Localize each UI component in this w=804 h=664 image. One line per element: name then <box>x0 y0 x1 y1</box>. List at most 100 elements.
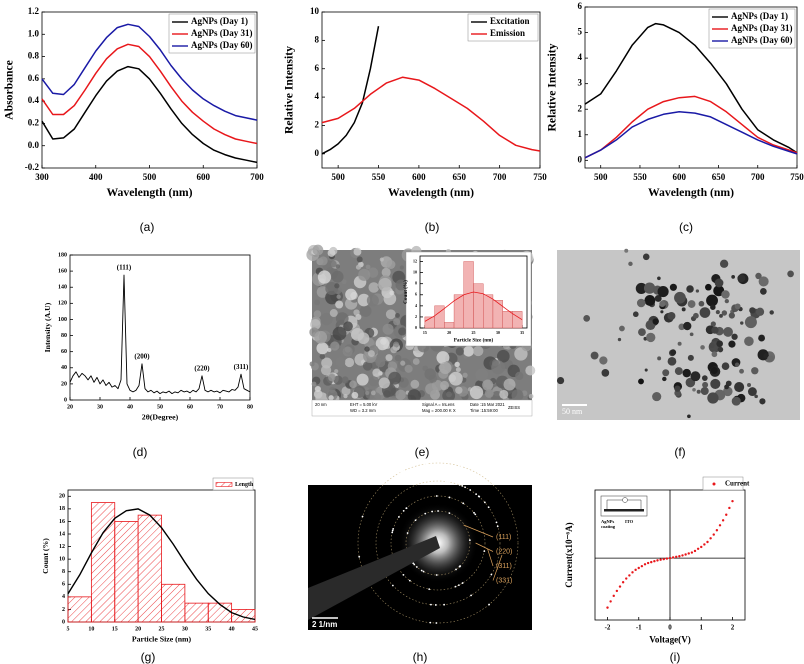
data-point <box>681 554 684 557</box>
x-axis-label: Voltage(V) <box>649 634 691 644</box>
x-tick-label: 30 <box>97 404 103 410</box>
nanoparticle <box>556 376 565 385</box>
legend-label: AgNPs (Day 60) <box>191 40 253 50</box>
grain <box>316 342 329 355</box>
nanoparticle <box>687 414 691 419</box>
diffraction-spot <box>397 516 400 518</box>
y-tick-label: 2 <box>315 120 320 130</box>
nanoparticle <box>705 283 712 291</box>
series-line <box>41 43 258 145</box>
nanoparticle <box>643 282 656 294</box>
data-point <box>696 547 700 551</box>
legend-box <box>702 476 744 491</box>
scale-label: 2 1/nm <box>312 620 337 629</box>
nanoparticle <box>769 310 774 315</box>
nanoparticle <box>759 398 766 405</box>
y-tick-label: 2 <box>578 103 583 113</box>
annotation: (220) <box>194 364 210 372</box>
nanoparticle <box>646 332 656 343</box>
ring-label: (111) <box>496 534 511 541</box>
grain <box>385 354 393 362</box>
nanoparticle <box>689 332 694 337</box>
x-axis-label: Wavelength (nm) <box>648 186 734 199</box>
grain <box>395 279 407 291</box>
nanoparticle <box>760 288 767 295</box>
diffraction-spot <box>454 585 457 588</box>
grain <box>336 294 341 299</box>
y-tick-label: 6 <box>415 292 417 297</box>
ring-pointer <box>463 524 494 538</box>
legend-label: AgNPs (Day 1) <box>191 16 248 26</box>
grain <box>404 364 413 373</box>
nanoparticle <box>717 346 724 353</box>
x-tick-label: 15 <box>423 330 427 335</box>
x-tick-label: 400 <box>89 172 103 182</box>
diffraction-spot <box>487 506 490 509</box>
nanoparticle <box>715 310 720 315</box>
sem-info: Mag = 200.00 K X <box>422 408 456 413</box>
data-point <box>662 557 665 561</box>
x-tick-label: 30 <box>182 626 188 632</box>
grain <box>314 299 320 306</box>
diffraction-ring <box>390 495 486 591</box>
diffraction-spot <box>460 465 463 468</box>
grain <box>355 264 362 270</box>
grain <box>448 371 463 386</box>
nanoparticle <box>690 371 701 382</box>
x-tick-label: 25 <box>159 626 165 632</box>
nanoparticle <box>740 321 744 325</box>
nanoparticle <box>731 274 735 279</box>
sem-info: 20 nm <box>315 402 327 407</box>
grain <box>328 374 336 382</box>
data-point <box>675 555 678 559</box>
grain <box>386 260 396 269</box>
data-point <box>731 499 734 503</box>
nanoparticle <box>710 378 721 389</box>
grain <box>407 389 421 403</box>
hist-bar <box>207 602 233 623</box>
x-tick-label: 30 <box>496 330 500 335</box>
nanoparticle <box>731 333 738 340</box>
grain <box>329 309 338 318</box>
x-tick-label: 80 <box>247 404 253 410</box>
diffraction-spot <box>461 582 464 584</box>
grain <box>462 372 468 378</box>
sem-info: Time :15:59:00 <box>470 408 498 413</box>
nanoparticle <box>710 304 716 310</box>
nanoparticle <box>767 355 774 362</box>
diffraction-spot <box>431 510 434 513</box>
data-point <box>650 560 653 564</box>
grain <box>311 381 317 387</box>
grain <box>349 380 357 389</box>
nanoparticle <box>763 353 769 359</box>
grain <box>332 326 347 341</box>
nanoparticle <box>701 375 708 381</box>
nanoparticle <box>652 318 659 325</box>
grain <box>398 377 409 388</box>
nanoparticle <box>657 276 661 281</box>
diffraction-spot <box>470 594 473 597</box>
y-axis-label: Current(x10⁻⁶A) <box>564 522 574 587</box>
nanoparticle <box>662 369 670 377</box>
data-point <box>621 581 625 584</box>
grain <box>528 393 534 399</box>
nanoparticle <box>723 327 733 337</box>
series-line <box>321 76 541 152</box>
y-tick-label: 6 <box>62 582 65 588</box>
inset-label: AgNPs <box>601 519 614 524</box>
y-tick-label: 0.6 <box>28 73 40 83</box>
x-tick-label: 50 <box>157 404 163 410</box>
diffraction-spot <box>462 502 465 505</box>
nanoparticle <box>693 312 699 319</box>
diffraction-spot <box>448 496 451 499</box>
grain <box>368 282 380 293</box>
hist-bar <box>161 583 186 623</box>
grain <box>333 375 343 385</box>
x-axis-label: Particle Size (nm) <box>454 337 494 344</box>
x-tick-label: 600 <box>412 172 426 182</box>
grain <box>425 383 437 395</box>
data-point <box>700 545 703 549</box>
grain <box>372 368 381 378</box>
grain <box>345 288 357 301</box>
nanoparticle <box>721 362 730 371</box>
